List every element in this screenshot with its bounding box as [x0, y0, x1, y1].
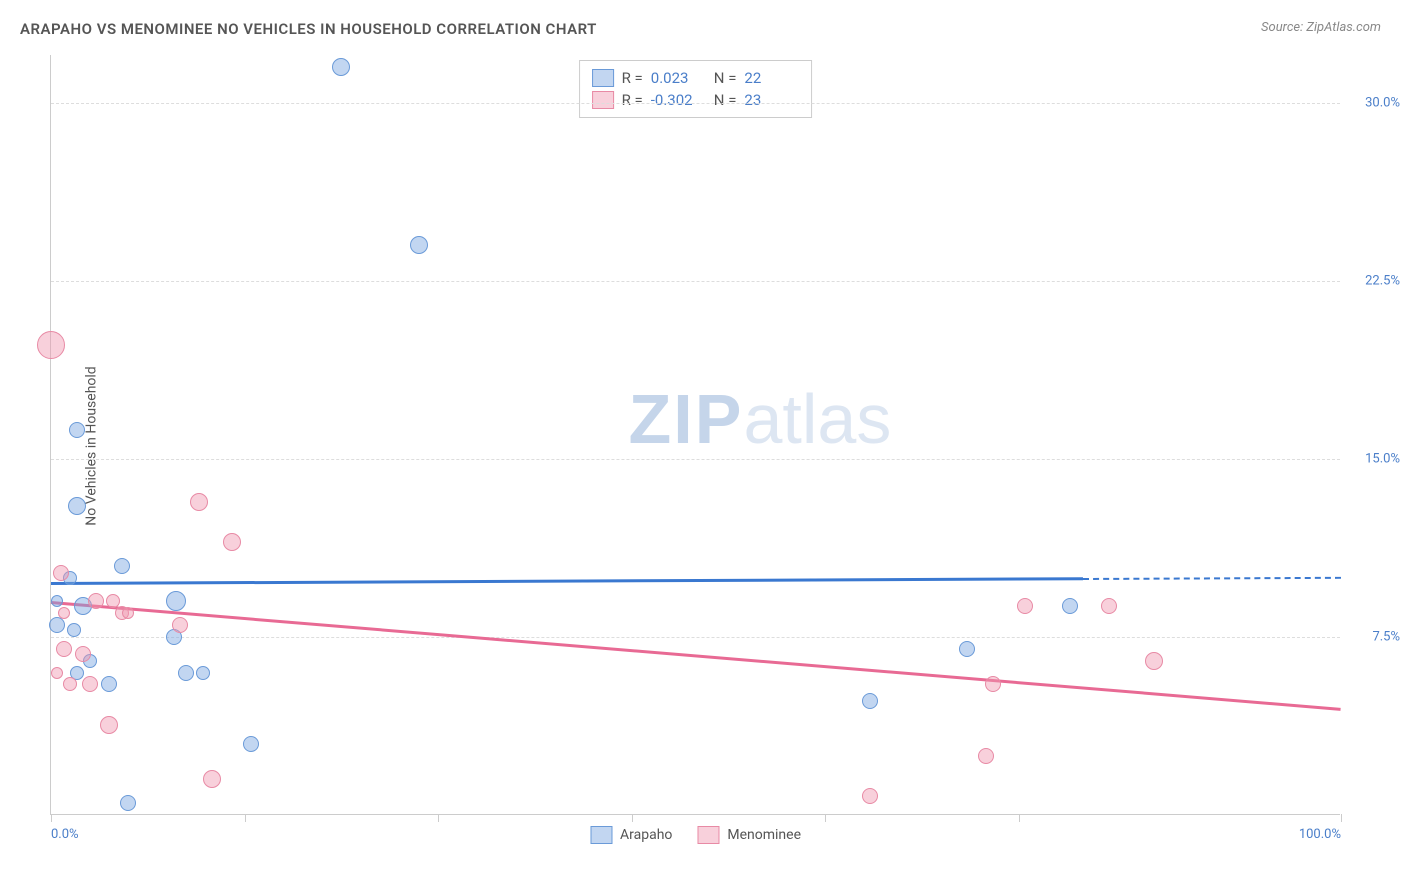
data-point: [67, 623, 81, 637]
n-label: N =: [714, 69, 737, 87]
x-tick-label: 100.0%: [1299, 827, 1341, 842]
legend-item: Arapaho: [590, 826, 672, 844]
data-point: [166, 591, 186, 611]
trend-line: [51, 578, 1083, 585]
legend-swatch: [592, 91, 614, 109]
r-value: 0.023: [651, 69, 706, 87]
data-point: [862, 693, 878, 709]
x-tick-label: 0.0%: [51, 827, 79, 842]
n-label: N =: [714, 91, 737, 109]
data-point: [1145, 652, 1163, 670]
grid-line: [51, 637, 1340, 638]
data-point: [978, 748, 994, 764]
legend-row: R = -0.302 N = 23: [592, 89, 800, 111]
data-point: [959, 641, 975, 657]
data-point: [58, 607, 70, 619]
data-point: [37, 331, 65, 359]
data-point: [1017, 598, 1033, 614]
data-point: [196, 666, 210, 680]
legend-swatch: [592, 69, 614, 87]
data-point: [68, 497, 86, 515]
data-point: [51, 667, 63, 679]
data-point: [332, 58, 350, 76]
n-value: 23: [744, 91, 799, 109]
r-label: R =: [622, 69, 643, 87]
y-tick-label: 7.5%: [1372, 629, 1400, 644]
watermark-zip: ZIP: [629, 380, 744, 458]
data-point: [75, 646, 91, 662]
n-value: 22: [744, 69, 799, 87]
data-point: [56, 641, 72, 657]
data-point: [114, 558, 130, 574]
x-tick: [632, 814, 633, 822]
data-point: [223, 533, 241, 551]
data-point: [410, 236, 428, 254]
r-label: R =: [622, 91, 643, 109]
plot-area: ZIPatlas R =0.023N =22R =-0.302N =23 Ara…: [50, 55, 1340, 815]
x-tick: [51, 814, 52, 822]
grid-line: [51, 459, 1340, 460]
correlation-legend: R = 0.023 N = 22 R = -0.302 N = 23: [579, 60, 813, 118]
r-value: -0.302: [651, 91, 706, 109]
y-tick-label: 30.0%: [1365, 95, 1400, 110]
series-legend: Arapaho Menominee: [590, 826, 801, 844]
data-point: [51, 595, 63, 607]
x-tick: [1341, 814, 1342, 822]
legend-label: Menominee: [727, 827, 801, 843]
grid-line: [51, 103, 1340, 104]
data-point: [862, 788, 878, 804]
data-point: [172, 617, 188, 633]
watermark: ZIPatlas: [629, 379, 892, 459]
y-tick-label: 15.0%: [1365, 451, 1400, 466]
data-point: [190, 493, 208, 511]
data-point: [120, 795, 136, 811]
x-tick: [825, 814, 826, 822]
legend-row: R = 0.023 N = 22: [592, 67, 800, 89]
data-point: [122, 607, 134, 619]
data-point: [1101, 598, 1117, 614]
data-point: [243, 736, 259, 752]
data-point: [88, 593, 104, 609]
data-point: [69, 422, 85, 438]
data-point: [53, 565, 69, 581]
grid-line: [51, 281, 1340, 282]
y-tick-label: 22.5%: [1365, 273, 1400, 288]
watermark-atlas: atlas: [743, 380, 891, 458]
data-point: [178, 665, 194, 681]
x-tick: [438, 814, 439, 822]
data-point: [203, 770, 221, 788]
x-tick: [1019, 814, 1020, 822]
x-tick: [245, 814, 246, 822]
legend-swatch: [697, 826, 719, 844]
data-point: [985, 676, 1001, 692]
chart-title: ARAPAHO VS MENOMINEE NO VEHICLES IN HOUS…: [20, 20, 597, 38]
trend-line: [1083, 576, 1341, 579]
data-point: [1062, 598, 1078, 614]
data-point: [63, 677, 77, 691]
chart-source: Source: ZipAtlas.com: [1261, 20, 1381, 35]
data-point: [100, 716, 118, 734]
legend-label: Arapaho: [620, 827, 672, 843]
data-point: [49, 617, 65, 633]
data-point: [101, 676, 117, 692]
data-point: [82, 676, 98, 692]
legend-item: Menominee: [697, 826, 801, 844]
legend-swatch: [590, 826, 612, 844]
